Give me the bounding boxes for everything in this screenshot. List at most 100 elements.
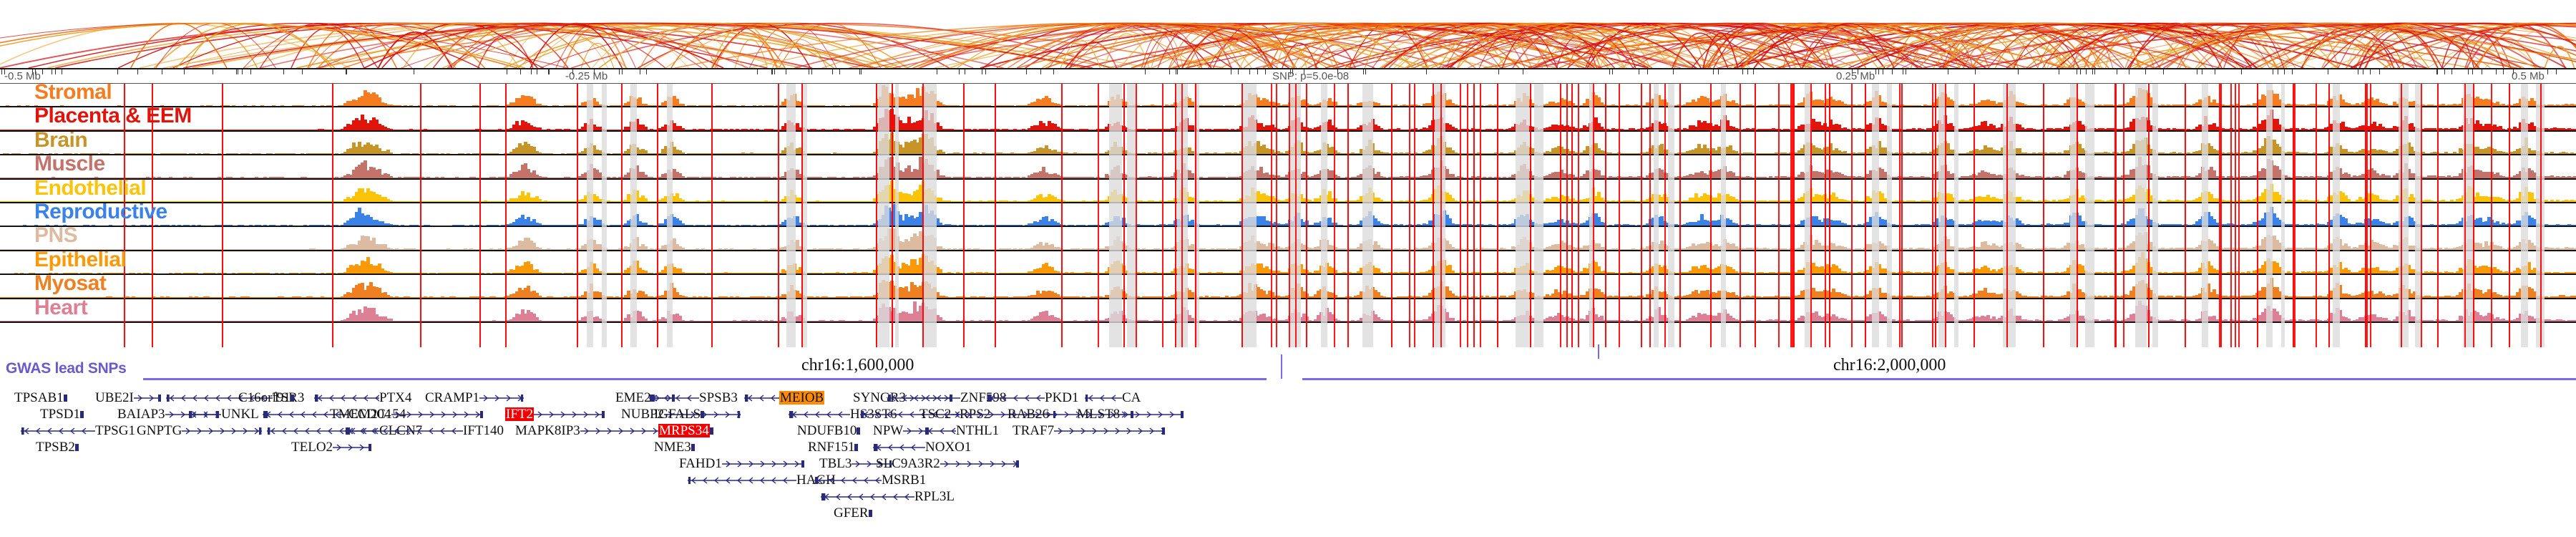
track-placenta-eem[interactable]: Placenta & EEM	[0, 107, 2576, 131]
arc-svg	[0, 0, 2576, 68]
coordinate-label-2: chr16:2,000,000	[1833, 356, 1946, 375]
gene-label: RAB26	[1008, 407, 1049, 421]
gene-label: SLC9A3R2	[876, 457, 940, 470]
gene-entry[interactable]: MRPS34	[658, 423, 739, 437]
gene-label: NTHL1	[956, 424, 999, 437]
gene-label: PTX4	[379, 391, 411, 405]
gene-entry[interactable]: PTX4	[314, 390, 411, 405]
gene-label: TELO2	[291, 440, 333, 454]
track-signal-canvas	[0, 180, 2576, 202]
gene-entry[interactable]: NME3	[654, 440, 747, 454]
gene-model	[1085, 393, 1122, 402]
gene-entry[interactable]: UBE2I	[95, 390, 161, 405]
gene-entry[interactable]: CRAMP1	[425, 390, 524, 405]
track-myosat[interactable]: Myosat	[0, 275, 2576, 299]
gene-entry[interactable]: HAGH	[688, 473, 836, 487]
track-reproductive[interactable]: Reproductive	[0, 203, 2576, 227]
track-signal-canvas	[0, 227, 2576, 249]
gene-model	[21, 426, 95, 435]
gene-model	[940, 459, 1019, 468]
gene-model	[649, 393, 699, 402]
gene-entry[interactable]: TPSAB1	[14, 390, 85, 405]
track-rows: Stromal Placenta & EEM Brain Muscle Endothel…	[0, 84, 2576, 323]
gene-entry[interactable]: FAHD1	[679, 456, 804, 470]
gene-entry[interactable]: TRAF7	[1013, 423, 1165, 437]
gene-model	[333, 442, 371, 452]
gene-model	[722, 459, 804, 468]
gene-label: GNPTG	[137, 424, 182, 437]
gene-label: MRPS34	[658, 424, 710, 437]
gene-entry[interactable]: TMEM204	[330, 407, 483, 421]
gene-entry[interactable]: IFT2	[505, 407, 605, 421]
gene-label: CA	[1122, 391, 1141, 405]
track-signal-canvas	[0, 107, 2576, 130]
gene-label: NDUFB10	[797, 424, 857, 437]
gene-entry[interactable]: NOXO1	[873, 440, 971, 454]
gene-entry[interactable]: MSRB1	[814, 473, 926, 487]
gene-entry[interactable]: CA	[1085, 390, 1141, 405]
gene-label: RNF151	[808, 440, 854, 454]
gene-entry[interactable]: SPSB3	[649, 390, 738, 405]
gene-entry[interactable]: PKD1	[987, 390, 1079, 405]
gene-model	[987, 393, 1045, 402]
gene-label: IFT140	[463, 424, 504, 437]
gene-label: PKD1	[1045, 391, 1079, 405]
gene-label: TPSAB1	[14, 391, 64, 405]
gene-entry[interactable]: TPSG1	[21, 423, 135, 437]
track-endothelial[interactable]: Endothelial	[0, 180, 2576, 203]
gene-label: UNKL	[221, 407, 259, 421]
track-brain[interactable]: Brain	[0, 132, 2576, 155]
gene-entry[interactable]: RPL3L	[821, 489, 955, 503]
gene-label: MSRB1	[882, 473, 926, 487]
gene-entry[interactable]: SLC9A3R2	[876, 456, 1019, 470]
track-epithelial[interactable]: Epithelial	[0, 251, 2576, 275]
gene-entry[interactable]: MLST8	[1077, 407, 1184, 421]
track-heart[interactable]: Heart	[0, 299, 2576, 323]
coord-stem-1	[1281, 354, 1282, 379]
gene-entry[interactable]: UNKL	[188, 407, 259, 421]
axis-label-midleft: -0.25 Mb	[565, 70, 608, 82]
gene-model	[534, 410, 605, 419]
gene-entry[interactable]: GFER	[834, 505, 989, 520]
track-pns[interactable]: PNS	[0, 227, 2576, 251]
gene-model	[869, 508, 989, 518]
gwas-lead-snps-panel: GWAS lead SNPs chr16:1,600,000 chr16:2,0…	[0, 349, 2576, 392]
gene-label: TMEM204	[330, 407, 391, 421]
gene-entry[interactable]: TELO2	[291, 440, 371, 454]
gene-entry[interactable]: NPW	[873, 423, 929, 437]
gene-model	[744, 393, 779, 402]
track-signal-canvas	[0, 251, 2576, 274]
gene-model	[873, 442, 925, 452]
gene-model	[710, 426, 739, 435]
gene-entry[interactable]: MEIOB	[744, 390, 824, 405]
gene-annotation-track: TPSAB1 TPSD1 TPSG1 TPSB2 UBE2I BAIAP3 GNPTG TSR…	[0, 390, 2576, 537]
gene-entry[interactable]: GNPTG	[137, 423, 262, 437]
gene-entry[interactable]: NTHL1	[924, 423, 999, 437]
gene-model	[1054, 426, 1165, 435]
gene-entry[interactable]: IFT140	[345, 423, 504, 437]
gene-model	[345, 426, 463, 435]
gene-label: EME2	[615, 391, 651, 405]
gene-entry[interactable]: TPSD1	[40, 407, 128, 421]
gene-entry[interactable]: IGFALS	[654, 407, 804, 421]
gene-label: CRAMP1	[425, 391, 479, 405]
gene-label: TPSD1	[40, 407, 80, 421]
gene-entry[interactable]: TPSB2	[36, 440, 176, 454]
track-muscle[interactable]: Muscle	[0, 155, 2576, 179]
track-stromal[interactable]: Stromal	[0, 84, 2576, 107]
gene-model	[182, 426, 262, 435]
gene-label: TSC2	[919, 407, 951, 421]
gene-label: NME3	[654, 440, 691, 454]
gene-model	[188, 410, 221, 419]
coord-stem-2	[1598, 344, 1599, 359]
gene-label: GFER	[834, 506, 869, 520]
genomic-axis[interactable]: -0.5 Mb -0.25 Mb 0.25 Mb 0.5 Mb SNP: p=5…	[0, 68, 2576, 84]
gwas-lead-snps-label: GWAS lead SNPs	[6, 360, 127, 377]
gene-model	[75, 442, 176, 452]
gene-label: MAPK8IP3	[515, 424, 580, 437]
coaccessibility-arc-panel	[0, 0, 2576, 68]
gene-entry[interactable]: MAPK8IP3	[515, 423, 678, 437]
significance-threshold-label: SNP: p=5.0e-08	[1272, 70, 1349, 82]
gene-label: IFT2	[505, 407, 534, 421]
